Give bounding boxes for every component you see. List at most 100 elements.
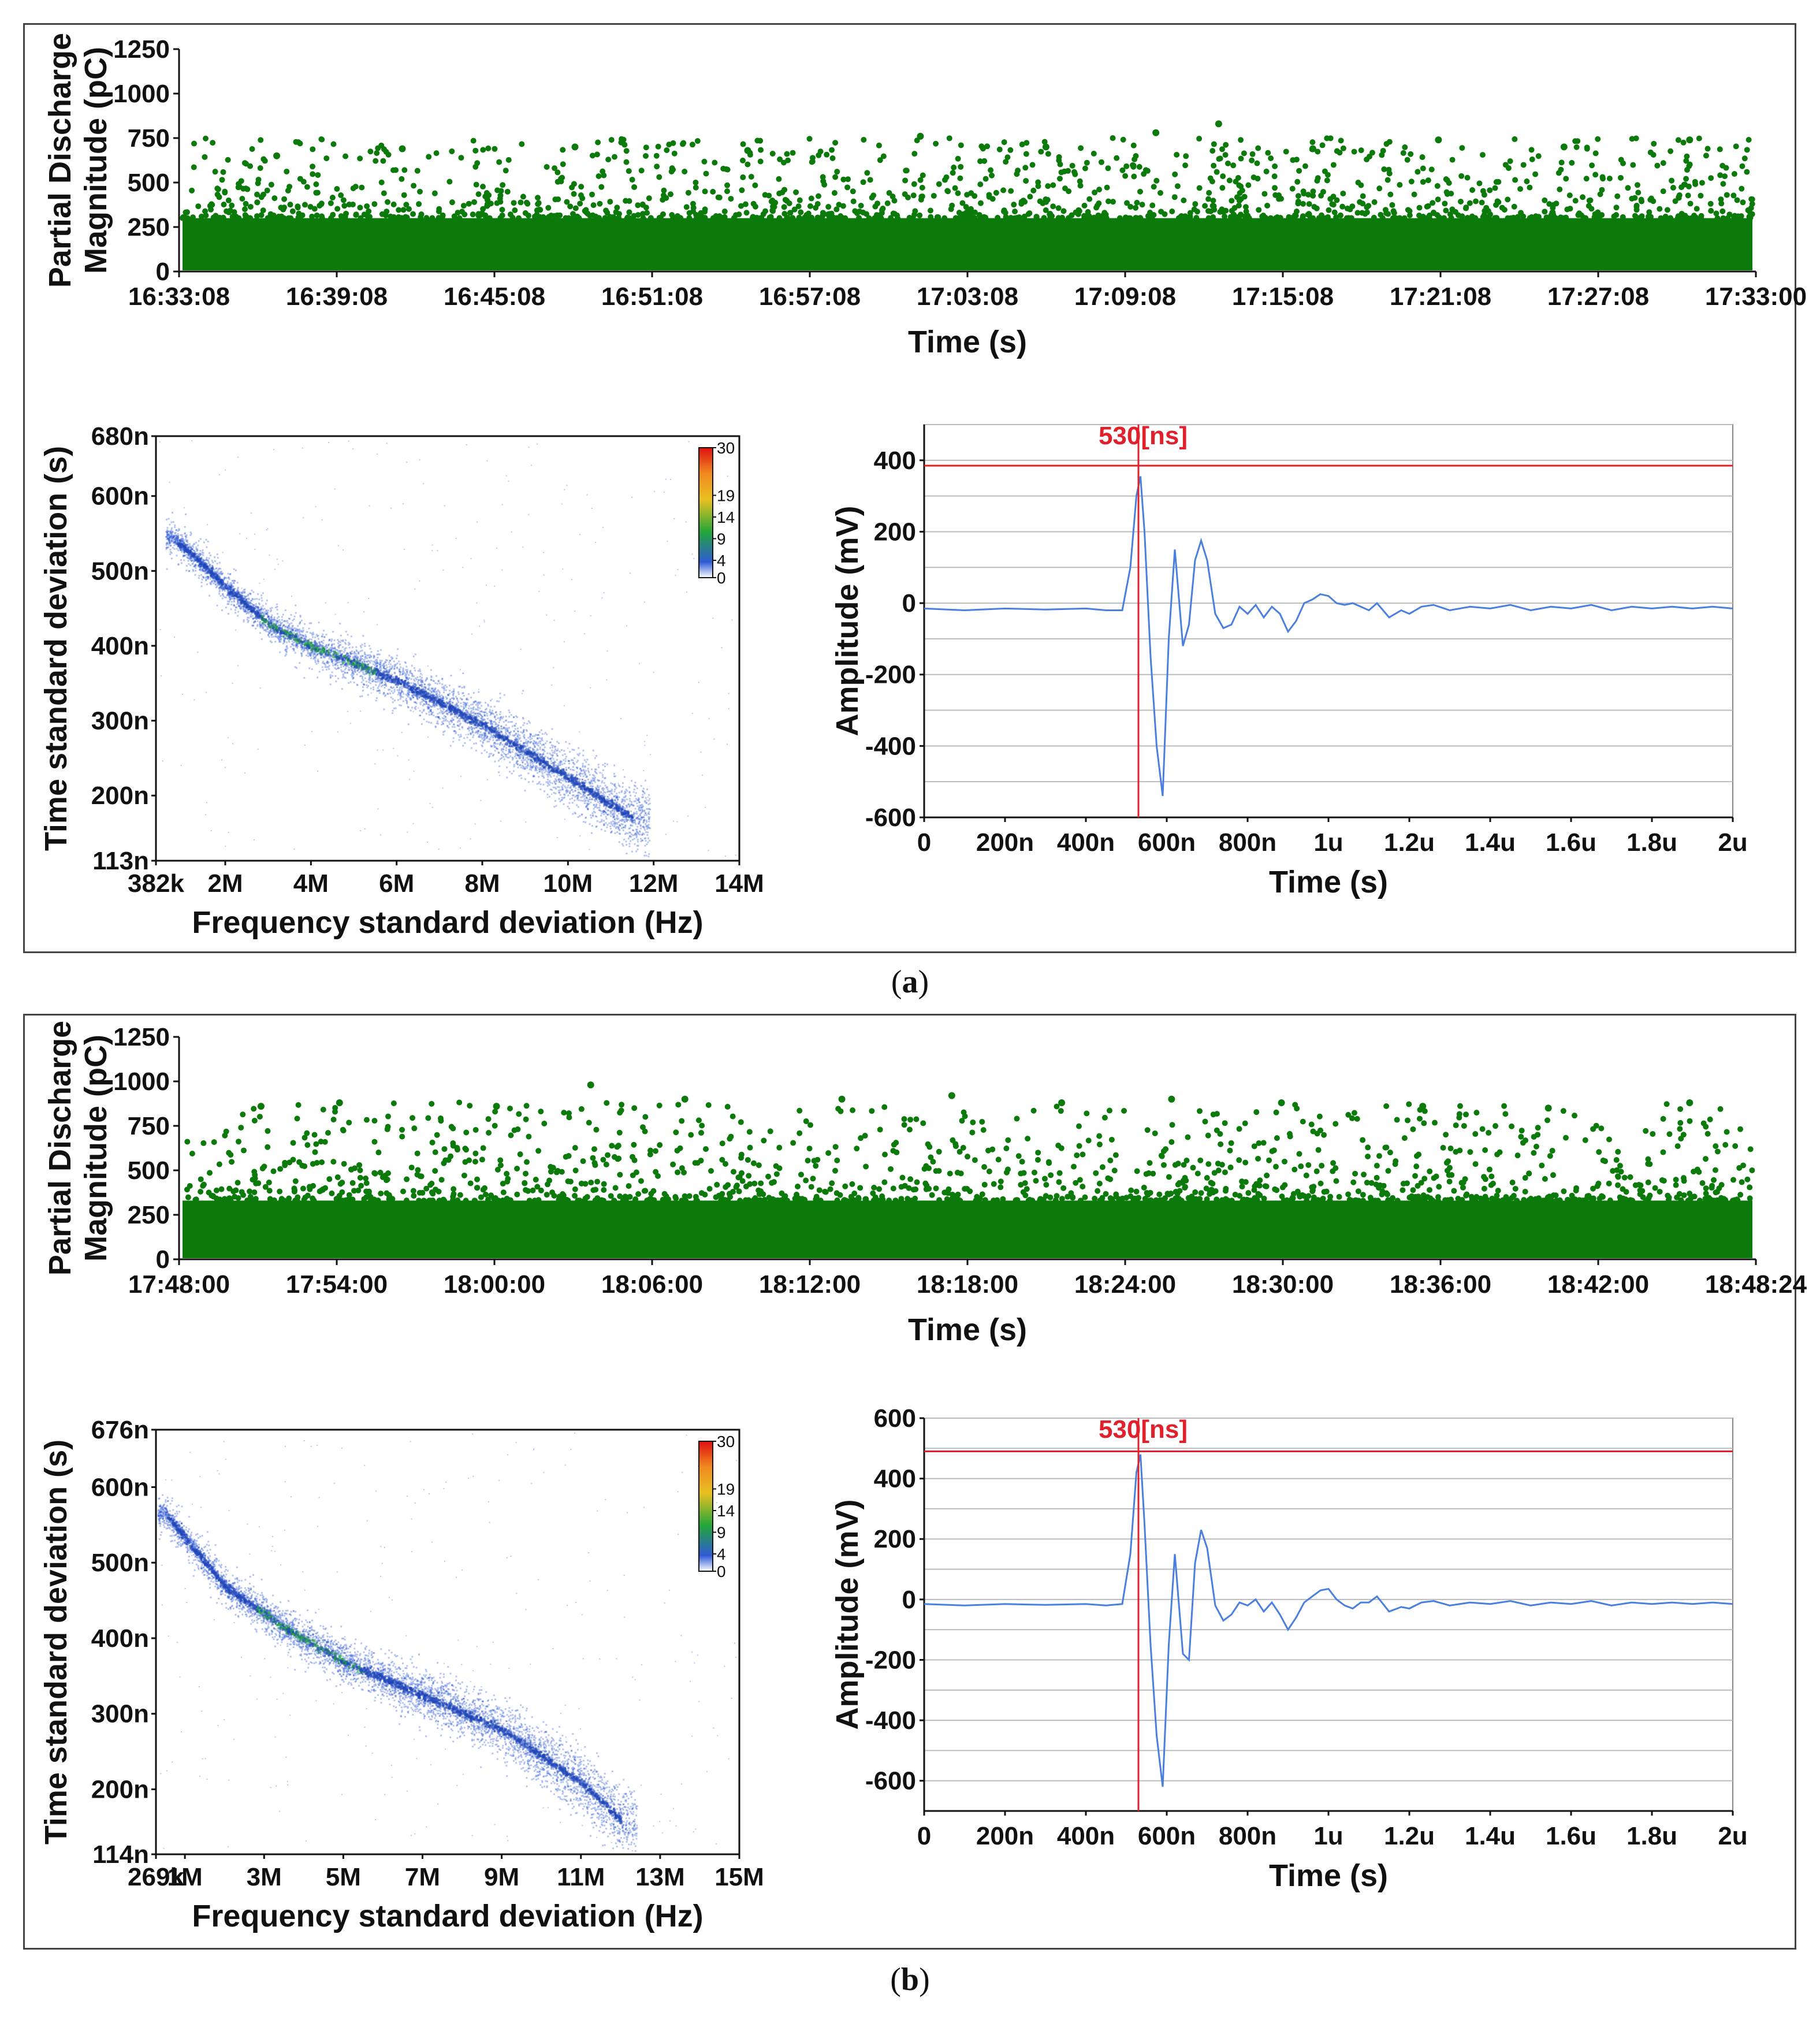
density-point xyxy=(497,729,500,731)
scatter-point xyxy=(685,189,691,196)
density-point xyxy=(390,690,393,693)
density-point xyxy=(237,589,239,592)
scatter-point xyxy=(757,158,764,165)
density-point xyxy=(192,570,195,572)
density-point xyxy=(329,646,332,649)
scatter-point xyxy=(1720,215,1726,221)
density-point xyxy=(207,541,209,543)
density-point xyxy=(587,799,589,802)
density-point xyxy=(255,627,257,630)
density-point xyxy=(319,642,321,645)
density-point xyxy=(214,583,217,585)
density-point xyxy=(490,721,492,723)
scatter-point xyxy=(1658,215,1664,221)
density-point xyxy=(183,554,185,556)
density-point xyxy=(173,536,175,538)
scatter-point xyxy=(572,205,579,211)
density-point xyxy=(475,704,477,706)
scatter-point xyxy=(1192,201,1199,207)
density-point xyxy=(364,653,366,655)
density-point xyxy=(423,683,426,686)
density-point xyxy=(641,834,643,836)
scatter-point xyxy=(1426,212,1432,218)
scatter-point xyxy=(640,215,646,221)
density-point xyxy=(522,717,524,720)
scatter-point xyxy=(1139,202,1145,208)
density-point xyxy=(481,734,483,737)
density-point xyxy=(623,826,625,828)
scatter-point xyxy=(780,159,787,166)
scatter-point xyxy=(1576,210,1583,217)
density-point xyxy=(461,692,464,694)
scatter-point xyxy=(552,165,558,172)
density-point xyxy=(414,680,416,682)
density-point xyxy=(401,674,403,676)
density-point xyxy=(585,780,587,782)
density-point xyxy=(603,824,605,826)
density-point xyxy=(441,678,444,680)
density-point xyxy=(644,801,646,803)
density-point xyxy=(385,659,388,661)
density-point xyxy=(441,721,443,723)
density-point xyxy=(560,764,562,766)
scatter-point xyxy=(475,191,482,198)
density-point xyxy=(504,743,506,746)
density-point xyxy=(648,818,650,820)
density-point xyxy=(166,531,169,534)
density-point xyxy=(624,821,626,823)
scatter-point xyxy=(996,146,1003,153)
density-point xyxy=(191,545,193,547)
density-point xyxy=(183,559,185,561)
density-point xyxy=(453,726,456,728)
density-point xyxy=(470,711,472,713)
density-point xyxy=(174,537,177,540)
density-point xyxy=(455,703,457,705)
density-point xyxy=(527,763,529,765)
scatter-point xyxy=(797,197,803,203)
scatter-point xyxy=(310,171,316,177)
density-point xyxy=(265,624,267,626)
scatter-point xyxy=(571,191,577,197)
scatter-point xyxy=(928,214,934,220)
density-point xyxy=(481,752,483,754)
density-point xyxy=(369,682,371,685)
density-point xyxy=(544,742,546,745)
density-point xyxy=(642,825,644,828)
density-point xyxy=(227,589,229,591)
density-point xyxy=(602,810,605,812)
scatter-point xyxy=(1401,215,1408,221)
density-point xyxy=(639,805,641,807)
scatter-point xyxy=(1613,204,1620,211)
density-point xyxy=(260,608,262,611)
density-point xyxy=(461,698,463,701)
density-point xyxy=(185,540,188,542)
density-point xyxy=(350,635,352,638)
scatter-point xyxy=(790,215,796,221)
scatter-point xyxy=(243,185,249,192)
scatter-point xyxy=(825,204,832,210)
density-point xyxy=(647,804,650,806)
scatter-point xyxy=(1309,139,1316,146)
density-point xyxy=(494,749,496,752)
scatter-point xyxy=(311,206,318,212)
density-point xyxy=(279,635,281,637)
density-point xyxy=(369,648,371,650)
density-point xyxy=(384,671,386,674)
density-point xyxy=(587,808,589,810)
density-point xyxy=(216,563,218,565)
density-point xyxy=(436,705,438,707)
scatter-point xyxy=(724,182,731,188)
scatter-point xyxy=(1744,147,1750,153)
density-point xyxy=(328,665,330,667)
density-point xyxy=(408,674,410,676)
density-point xyxy=(293,631,295,634)
scatter-point xyxy=(1397,181,1403,188)
density-point xyxy=(402,686,404,688)
density-point xyxy=(482,741,484,743)
density-point xyxy=(446,694,449,696)
density-point xyxy=(449,723,451,725)
density-point xyxy=(181,548,184,551)
density-point xyxy=(549,789,552,791)
density-point xyxy=(405,676,407,679)
density-point xyxy=(453,688,455,690)
